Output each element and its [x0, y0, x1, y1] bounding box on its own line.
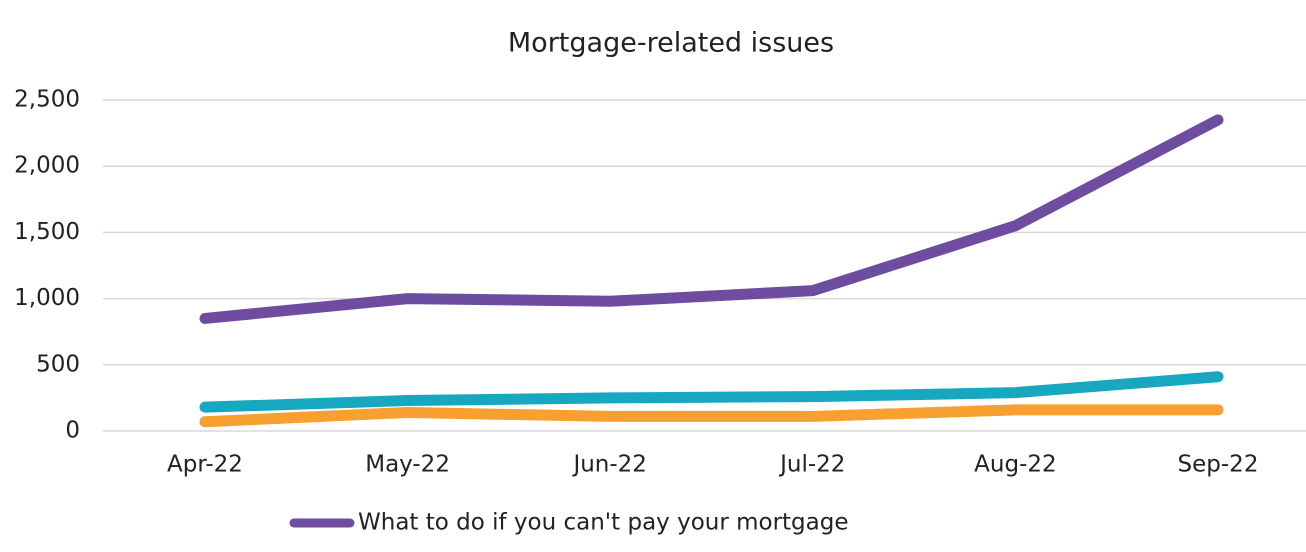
chart-title: Mortgage-related issues [508, 28, 834, 59]
x-tick-label: Jul-22 [778, 452, 845, 478]
x-tick-label: May-22 [365, 452, 450, 478]
y-tick-label: 2,500 [14, 87, 80, 113]
y-tick-label: 2,000 [14, 153, 80, 179]
data-line [199, 371, 1224, 413]
data-line [199, 114, 1224, 324]
y-tick-label: 1,500 [14, 219, 80, 245]
y-tick-label: 500 [36, 351, 80, 377]
data-line [199, 404, 1224, 428]
x-tick-label: Apr-22 [167, 452, 243, 478]
y-tick-label: 0 [65, 418, 80, 444]
legend-label: What to do if you can't pay your mortgag… [358, 510, 849, 536]
x-tick-label: Sep-22 [1178, 452, 1259, 478]
x-tick-label: Jun-22 [571, 452, 647, 478]
x-tick-label: Aug-22 [974, 452, 1056, 478]
y-tick-label: 1,000 [14, 285, 80, 311]
